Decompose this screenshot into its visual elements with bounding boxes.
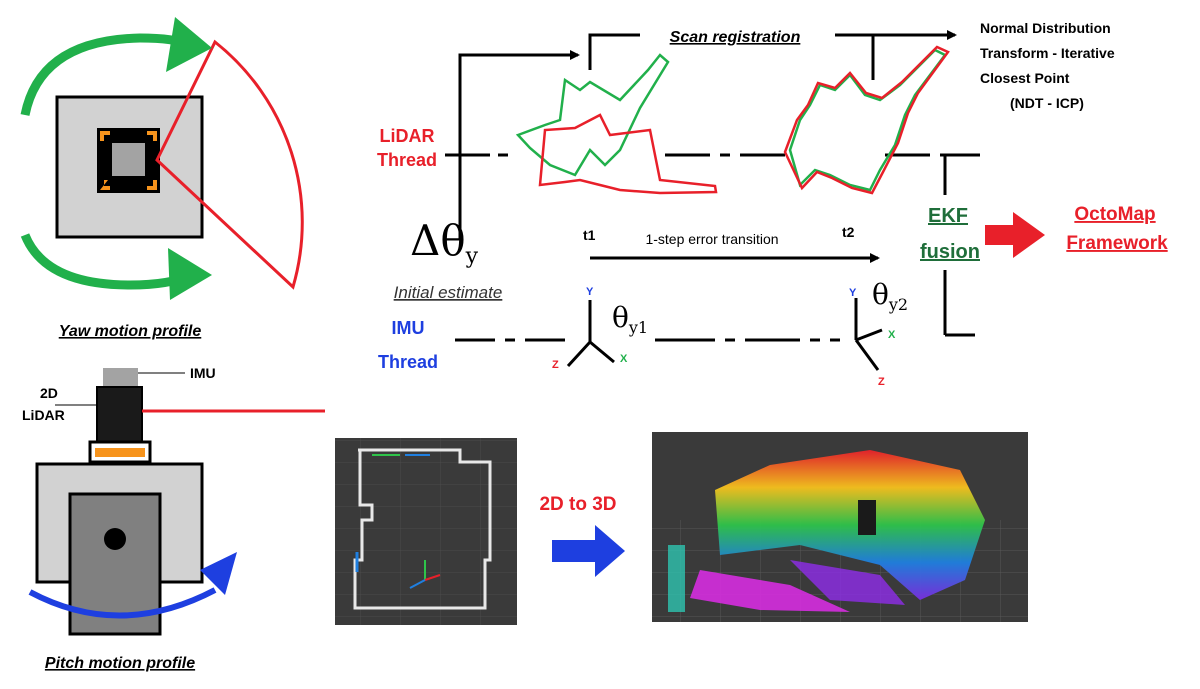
pitch-arrow [28, 587, 217, 619]
convert-label: 2D to 3D [539, 494, 616, 515]
scan-reg-bracket-left [588, 33, 640, 70]
scan-t1-green [515, 53, 670, 177]
initial-estimate-arrow [458, 50, 580, 240]
pitch-device [28, 368, 325, 636]
scan-t1 [515, 53, 718, 195]
imu-thread-line1: IMU [392, 318, 425, 338]
imu-frame-t1: Y X Z [552, 286, 628, 371]
scan-t2-green [788, 48, 947, 192]
frame2-x: X [888, 329, 896, 341]
lidar-label-line1: 2D [40, 385, 58, 401]
pitch-mount-orange [95, 448, 145, 457]
t2-label: t2 [842, 224, 855, 240]
pitch-shaft [104, 528, 126, 550]
scan-t1-red [538, 113, 718, 195]
imu-label: IMU [190, 365, 216, 381]
lidar-label-line2: LiDAR [22, 407, 65, 423]
lidar-thread-line2: Thread [377, 150, 437, 170]
yaw-corner-bl [100, 180, 110, 190]
yaw-arrow-top-head [166, 17, 212, 72]
convert-arrow-shaft [552, 540, 597, 562]
scan-t2 [783, 45, 950, 195]
initial-estimate-label: Initial estimate [394, 283, 503, 302]
yaw-corner-tr [147, 131, 157, 141]
frame2-z: Z [878, 376, 885, 388]
yaw-caption: Yaw motion profile [59, 323, 202, 340]
octomap-arrow-head [1013, 212, 1045, 258]
ndt-line1: Normal Distribution [980, 20, 1111, 36]
octomap-arrow-shaft [985, 225, 1015, 245]
map-2d-walls [353, 448, 492, 610]
map-2d-axis-x [424, 574, 441, 581]
ndt-line4: (NDT - ICP) [1010, 95, 1084, 111]
octomap-line1: OctoMap [1074, 204, 1155, 225]
map-2d-axis-z [409, 579, 426, 589]
imu-timeline [455, 333, 975, 342]
ekf-line1: EKF [928, 205, 968, 227]
yaw-corner-br [147, 180, 157, 190]
t1-label: t1 [583, 227, 596, 243]
error-transition-label: 1-step error transition [645, 231, 778, 247]
yaw-corner-tl [100, 131, 110, 141]
imu-thread-line2: Thread [378, 352, 438, 372]
yaw-scan-sector [155, 39, 304, 290]
map-2d [335, 438, 517, 625]
map-3d-floor-violet [790, 560, 905, 605]
frame1-y: Y [586, 286, 594, 298]
octomap-line2: Framework [1066, 233, 1168, 254]
delta-theta: Δθy [410, 216, 479, 269]
frame2-y: Y [849, 287, 857, 299]
theta-y2: θy2 [872, 278, 908, 314]
scan-registration-label: Scan registration [670, 29, 801, 46]
map-2d-grid [335, 438, 517, 625]
scan-t2-red [783, 45, 950, 195]
ndt-line2: Transform - Iterative [980, 45, 1115, 61]
convert-arrow-head [595, 525, 625, 577]
pitch-imu-block [103, 368, 138, 387]
theta-y1: θy1 [612, 301, 648, 337]
map-3d-floor-magenta [690, 570, 850, 612]
frame1-z: Z [552, 359, 559, 371]
yaw-device [20, 17, 304, 300]
map-3d-walls [715, 450, 985, 600]
map-3d-pillar [668, 545, 685, 612]
pitch-arrow-head [200, 552, 237, 595]
ndt-line3: Closest Point [980, 70, 1070, 86]
yaw-lidar-core [112, 143, 145, 176]
map-3d [652, 432, 1028, 622]
frame1-x: X [620, 353, 628, 365]
pitch-lidar-block [96, 386, 143, 443]
ekf-line2: fusion [920, 241, 980, 263]
map-3d-doorway [858, 500, 876, 535]
yaw-arrow-bottom-head [168, 248, 212, 300]
lidar-thread-line1: LiDAR [380, 126, 435, 146]
yaw-arrow-bottom [20, 233, 193, 290]
pitch-caption: Pitch motion profile [45, 655, 195, 672]
imu-frame-t2: Y X Z [849, 287, 896, 388]
